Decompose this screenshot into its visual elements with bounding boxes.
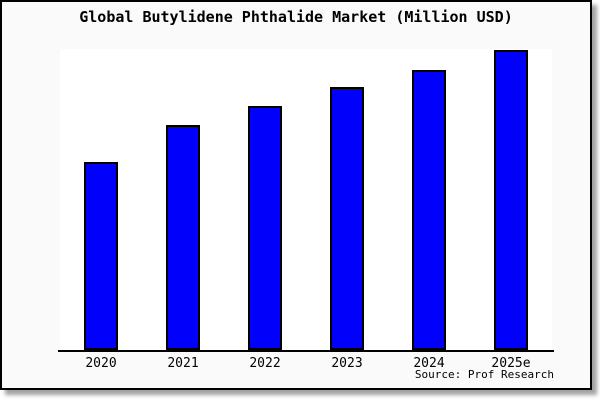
x-tick-label-2025e: 2025e bbox=[491, 356, 531, 371]
x-tick-label-2023: 2023 bbox=[331, 356, 363, 371]
x-tick-label-2022: 2022 bbox=[249, 356, 281, 371]
bar-2023 bbox=[330, 87, 364, 350]
chart-title: Global Butylidene Phthalide Market (Mill… bbox=[79, 8, 513, 26]
bar-2024 bbox=[412, 70, 446, 350]
bar-2021 bbox=[166, 125, 200, 350]
source-attribution: Source: Prof Research bbox=[414, 368, 554, 381]
bar-2020 bbox=[84, 162, 118, 350]
x-tick-label-2021: 2021 bbox=[167, 356, 199, 371]
chart-card: Global Butylidene Phthalide Market (Mill… bbox=[0, 0, 592, 390]
plot-area bbox=[60, 49, 552, 350]
x-axis-line bbox=[58, 350, 554, 352]
x-tick-label-2024: 2024 bbox=[413, 356, 445, 371]
x-tick-label-2020: 2020 bbox=[85, 356, 117, 371]
bar-2025e bbox=[494, 50, 528, 350]
bar-2022 bbox=[248, 106, 282, 350]
